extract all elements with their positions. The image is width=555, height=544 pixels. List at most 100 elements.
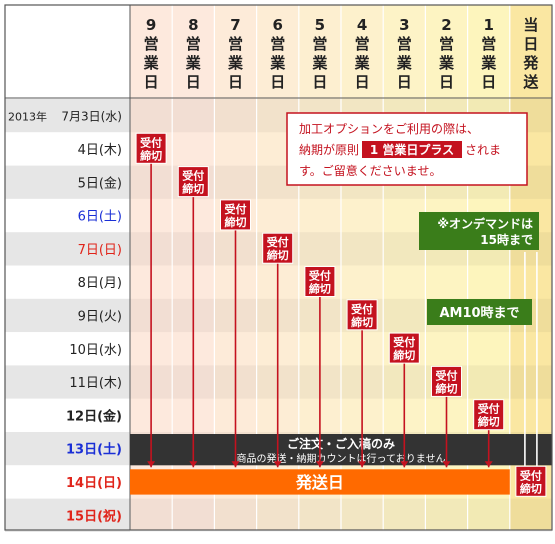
cutoff-arrow-head [442,461,451,468]
cell-stripe [214,99,257,133]
header-char: 8 [188,16,198,34]
cutoff-arrow-head [315,461,324,468]
cutoff-badge [431,365,462,397]
header-char: 営 [439,35,454,53]
cutoff-badge [346,299,378,331]
row-label: 5日(金) [78,175,122,191]
cutoff-badge-line2: 締切 [478,415,500,429]
row-label: 6日(土) [78,210,122,225]
ondemand-line2: 15時まで [480,232,533,247]
cell-stripe [467,498,510,532]
notice-line2-pre: 納期が原則 [299,142,359,157]
header-char: 日 [312,73,327,91]
header-char: 営 [144,35,159,53]
header-char: 業 [396,54,413,72]
header-char: 業 [143,54,160,72]
row-stripe [5,365,130,399]
row-stripe [5,99,130,133]
header-char: 営 [270,35,285,53]
cell-stripe [130,498,173,532]
header-char: 業 [227,54,244,72]
header-char: 3 [399,16,409,34]
notice-highlight-bg [362,141,462,158]
row-stripe [5,165,130,199]
cell-stripe [214,165,257,199]
header-char: 日 [228,73,243,91]
cell-stripe [425,498,468,532]
notice-box [286,112,528,186]
cell-stripe [172,99,215,133]
row-stripe [5,232,130,266]
cell-stripe [130,99,173,133]
cell-stripe [298,232,341,266]
cutoff-badge-line1: 受付 [478,402,500,416]
row-label: 7月3日(水) [61,110,122,124]
header-char: 6 [272,16,282,34]
header-char: 7 [230,16,240,34]
ondemand-line1: ※オンデマンドは [437,216,533,231]
cutoff-badge-line2: 締切 [140,148,162,162]
cutoff-badge-line2: 締切 [520,481,542,495]
cutoff-badge [515,465,547,497]
header-char: 日 [270,73,285,91]
header-char: 4 [357,16,367,34]
header-char: 日 [186,73,201,91]
cutoff-arrow-head [189,461,198,468]
am10-note [427,299,532,325]
frame-border [4,4,553,531]
header-char: 営 [312,35,327,53]
cell-stripe [467,365,510,399]
row-label: 14日(日) [66,476,122,491]
header-char: 業 [480,54,497,72]
cutoff-arrow-head [147,461,156,468]
header-char: 5 [315,16,325,34]
notice-line2-highlight: 1 営業日プラス [370,142,454,157]
header-char: 営 [397,35,412,53]
header-char: 日 [481,73,496,91]
row-stripe [5,498,130,532]
cell-stripe [341,498,384,532]
cutoff-badge-line1: 受付 [393,335,415,349]
row-label: 8日(月) [78,276,122,291]
notice-line2-post: されま [465,143,501,157]
cutoff-badge-line1: 受付 [140,135,162,149]
cutoff-badge-line1: 受付 [351,302,373,316]
header-char: 日 [439,73,454,91]
row-label: 15日(祝) [66,508,122,524]
cutoff-badge-line1: 受付 [225,202,247,216]
cell-stripe [509,498,552,532]
header-char: 業 [438,54,455,72]
cutoff-arrow-head [273,461,282,468]
header-char: 業 [311,54,328,72]
cutoff-badge-line2: 締切 [393,348,415,362]
cell-stripe [214,498,257,532]
row-label: 4日(木) [78,143,122,158]
cutoff-badge-line2: 締切 [309,282,331,296]
header-char: 日 [355,73,370,91]
cutoff-badge [177,166,209,198]
ship-band [130,469,510,495]
cutoff-badge-line2: 締切 [225,215,247,229]
cutoff-badge-line1: 受付 [520,468,542,482]
header-char: 1 [483,16,493,34]
cutoff-badge-line1: 受付 [267,235,289,249]
row-stripe [5,198,130,233]
cell-stripe [172,498,215,532]
cutoff-arrow-head [358,461,367,468]
header-char: 発 [522,54,539,72]
cutoff-badge [220,199,251,231]
header-char: 営 [186,35,201,53]
header-char: 日 [397,73,412,91]
no-ship-band [130,434,552,466]
row-label: 10日(水) [69,343,122,358]
header-char: 営 [228,35,243,53]
no-ship-line2: 商品の発送・納期カウントは行っておりません [237,452,446,465]
header-char: 営 [355,35,370,53]
cutoff-badge-line2: 締切 [182,182,204,196]
header-char: 業 [269,54,286,72]
cell-stripe [256,498,299,532]
row-stripe [5,132,130,166]
row-label: 12日(金) [66,408,122,424]
cutoff-badge-line1: 受付 [182,169,204,183]
